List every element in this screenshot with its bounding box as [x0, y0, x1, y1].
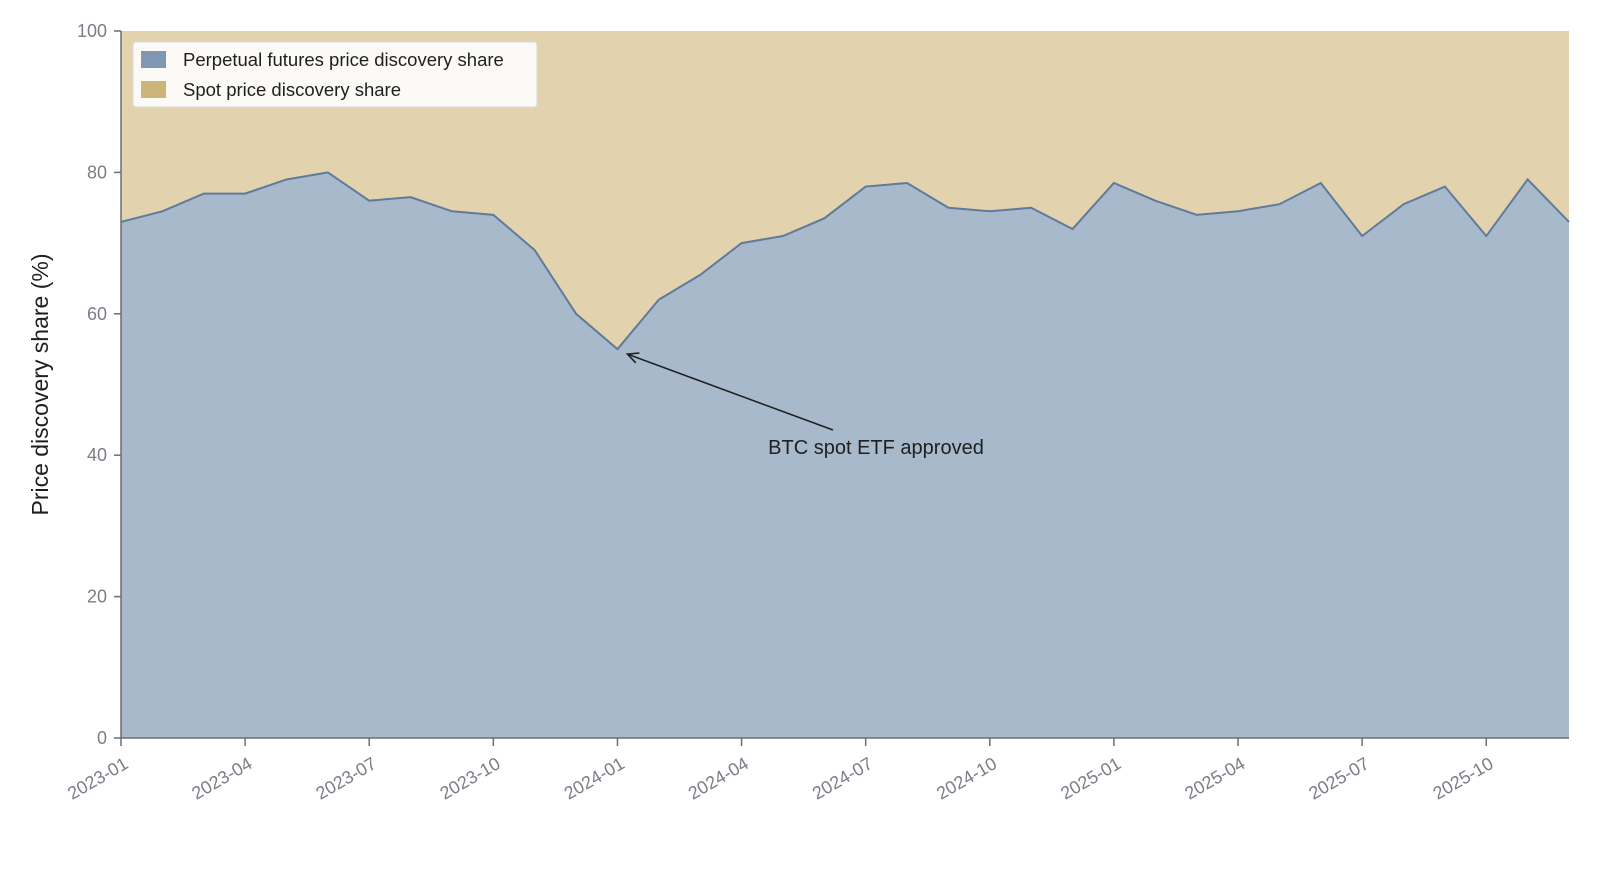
- area-series-1: [121, 31, 1569, 350]
- legend-label: Spot price discovery share: [183, 79, 401, 100]
- legend-swatch: [141, 51, 166, 68]
- annotation-layer: BTC spot ETF approved: [625, 352, 984, 459]
- area-layer: [120, 31, 1570, 738]
- legend-label: Perpetual futures price discovery share: [183, 49, 504, 70]
- x-tick-label: 2024-07: [809, 753, 876, 803]
- y-axis-title: Price discovery share (%): [27, 253, 53, 515]
- area-series-0: [121, 172, 1569, 738]
- x-tick-label: 2025-10: [1429, 753, 1496, 803]
- legend-swatch: [141, 81, 166, 98]
- x-tick-label: 2024-10: [933, 753, 1000, 803]
- annotation-arrow-head: [625, 352, 640, 364]
- x-tick-label: 2023-07: [312, 753, 379, 803]
- legend-box: [132, 41, 538, 108]
- series-line-perpetual: [120, 171, 1570, 351]
- y-tick-label: 100: [77, 21, 107, 41]
- y-tick-label: 40: [87, 445, 107, 465]
- y-tick-label: 0: [97, 728, 107, 748]
- legend: Perpetual futures price discovery share S…: [132, 41, 538, 108]
- x-tick-label: 2024-01: [561, 753, 628, 803]
- x-tick-label: 2025-01: [1057, 753, 1124, 803]
- x-tick-label: 2023-01: [64, 753, 131, 803]
- x-tick-label: 2023-04: [188, 753, 255, 803]
- x-tick-label: 2025-07: [1305, 753, 1372, 803]
- x-tick-label: 2023-10: [437, 753, 504, 803]
- x-tick-label: 2024-04: [685, 753, 752, 803]
- annotation-arrow-line: [627, 353, 834, 431]
- x-tick-label: 2025-04: [1181, 753, 1248, 803]
- y-tick-label: 20: [87, 587, 107, 607]
- y-tick-label: 80: [87, 162, 107, 182]
- y-tick-label: 60: [87, 304, 107, 324]
- annotation-label: BTC spot ETF approved: [768, 437, 984, 459]
